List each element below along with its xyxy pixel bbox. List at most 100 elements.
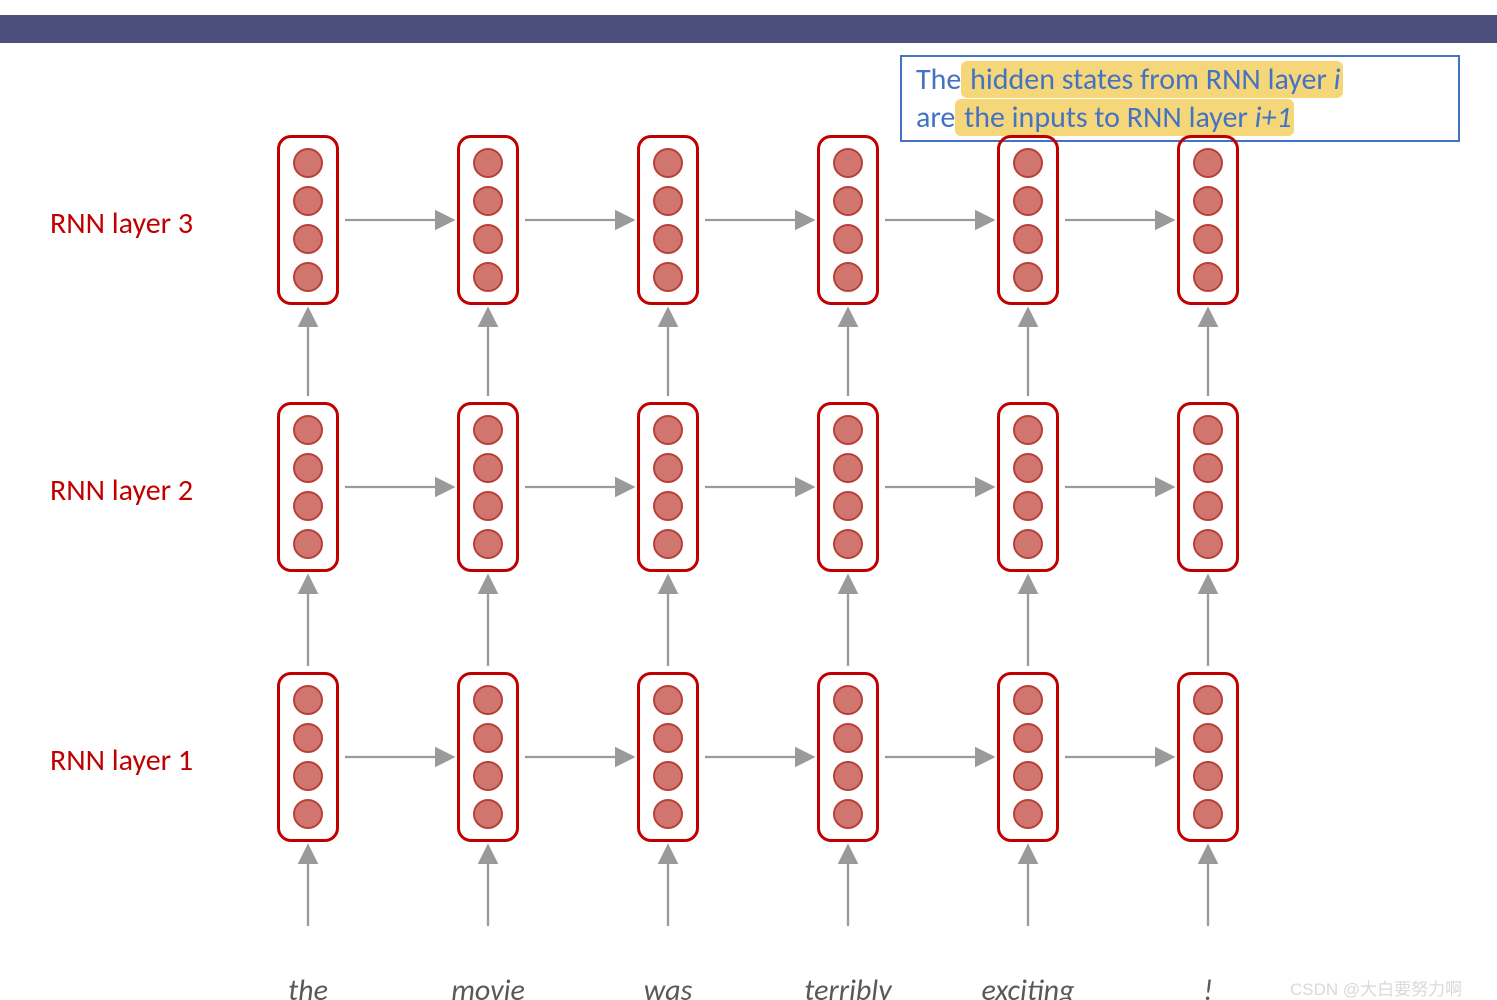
neuron-icon: [1013, 529, 1043, 559]
rnn-cell: [817, 402, 879, 572]
input-word: exciting: [982, 972, 1075, 1000]
neuron-icon: [293, 453, 323, 483]
neuron-icon: [1193, 415, 1223, 445]
neuron-icon: [473, 453, 503, 483]
neuron-icon: [833, 186, 863, 216]
neuron-icon: [293, 186, 323, 216]
neuron-icon: [653, 685, 683, 715]
neuron-icon: [473, 224, 503, 254]
input-word: terribly: [804, 972, 891, 1000]
neuron-icon: [833, 453, 863, 483]
neuron-icon: [293, 799, 323, 829]
neuron-icon: [653, 415, 683, 445]
neuron-icon: [1013, 148, 1043, 178]
neuron-icon: [473, 148, 503, 178]
label-rnn-layer-3: RNN layer 3: [50, 205, 193, 242]
neuron-icon: [1193, 799, 1223, 829]
rnn-cell: [997, 135, 1059, 305]
neuron-icon: [653, 799, 683, 829]
rnn-cell: [457, 402, 519, 572]
rnn-cell: [997, 402, 1059, 572]
neuron-icon: [473, 415, 503, 445]
neuron-icon: [473, 491, 503, 521]
neuron-icon: [1013, 224, 1043, 254]
neuron-icon: [473, 262, 503, 292]
input-word: the: [288, 972, 328, 1000]
neuron-icon: [653, 529, 683, 559]
neuron-icon: [473, 799, 503, 829]
neuron-icon: [293, 761, 323, 791]
neuron-icon: [293, 148, 323, 178]
rnn-cell: [1177, 672, 1239, 842]
annotation-l2-plain: are: [916, 99, 955, 136]
neuron-icon: [653, 723, 683, 753]
rnn-cell: [817, 672, 879, 842]
neuron-icon: [653, 491, 683, 521]
neuron-icon: [473, 761, 503, 791]
rnn-cell: [637, 672, 699, 842]
neuron-icon: [653, 224, 683, 254]
neuron-icon: [653, 186, 683, 216]
neuron-icon: [293, 723, 323, 753]
neuron-icon: [293, 262, 323, 292]
neuron-icon: [1193, 723, 1223, 753]
neuron-icon: [1013, 453, 1043, 483]
rnn-cell: [277, 672, 339, 842]
rnn-cell: [457, 672, 519, 842]
neuron-icon: [1013, 685, 1043, 715]
label-rnn-layer-2: RNN layer 2: [50, 472, 193, 509]
annotation-line-1: The hidden states from RNN layer i: [916, 61, 1444, 99]
rnn-cell: [637, 135, 699, 305]
neuron-icon: [293, 491, 323, 521]
neuron-icon: [1193, 262, 1223, 292]
neuron-icon: [1013, 761, 1043, 791]
rnn-cell: [817, 135, 879, 305]
neuron-icon: [1013, 415, 1043, 445]
neuron-icon: [473, 186, 503, 216]
neuron-icon: [1013, 799, 1043, 829]
neuron-icon: [473, 529, 503, 559]
neuron-icon: [293, 224, 323, 254]
neuron-icon: [1193, 224, 1223, 254]
neuron-icon: [1193, 186, 1223, 216]
neuron-icon: [473, 685, 503, 715]
neuron-icon: [1193, 761, 1223, 791]
neuron-icon: [653, 453, 683, 483]
neuron-icon: [833, 262, 863, 292]
input-word: movie: [451, 972, 525, 1000]
neuron-icon: [833, 799, 863, 829]
input-word: !: [1203, 972, 1213, 1000]
neuron-icon: [833, 685, 863, 715]
neuron-icon: [1013, 491, 1043, 521]
neuron-icon: [653, 262, 683, 292]
neuron-icon: [1013, 723, 1043, 753]
csdn-watermark: CSDN @大白要努力啊: [1290, 975, 1462, 1000]
neuron-icon: [833, 224, 863, 254]
neuron-icon: [1013, 186, 1043, 216]
neuron-icon: [1193, 453, 1223, 483]
annotation-l1-plain: The: [916, 61, 961, 98]
slide-top-bar: [0, 15, 1497, 43]
rnn-cell: [997, 672, 1059, 842]
rnn-cell: [277, 135, 339, 305]
neuron-icon: [473, 723, 503, 753]
rnn-cell: [637, 402, 699, 572]
annotation-callout: The hidden states from RNN layer i are t…: [900, 55, 1460, 142]
neuron-icon: [833, 415, 863, 445]
neuron-icon: [1193, 148, 1223, 178]
neuron-icon: [833, 723, 863, 753]
annotation-l2-highlight: the inputs to RNN layer i+1: [955, 99, 1293, 136]
neuron-icon: [293, 685, 323, 715]
neuron-icon: [293, 529, 323, 559]
neuron-icon: [833, 529, 863, 559]
rnn-cell: [1177, 135, 1239, 305]
arrows-layer: [0, 0, 1497, 1000]
input-word: was: [644, 972, 693, 1000]
neuron-icon: [1193, 529, 1223, 559]
neuron-icon: [1013, 262, 1043, 292]
neuron-icon: [833, 491, 863, 521]
rnn-cell: [457, 135, 519, 305]
rnn-cell: [277, 402, 339, 572]
neuron-icon: [833, 148, 863, 178]
annotation-line-2: are the inputs to RNN layer i+1: [916, 99, 1444, 137]
